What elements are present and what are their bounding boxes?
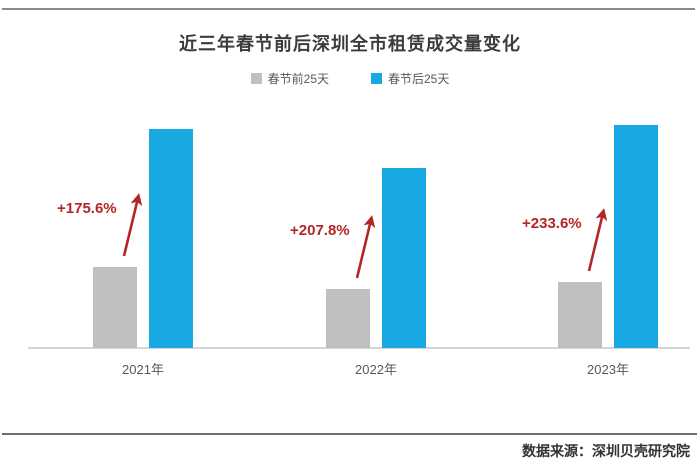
bar-2023-pre-festival [558,282,602,348]
bar-2021-pre-festival [93,267,137,348]
x-axis-line [28,347,690,349]
legend: 春节前25天 春节后25天 [0,70,700,87]
category-label-2023: 2023年 [587,362,629,377]
legend-label-pre-festival: 春节前25天 [267,72,329,86]
top-divider [2,8,695,10]
legend-swatch-pre-festival-icon [250,73,262,84]
source-note: 数据来源：深圳贝壳研究院 [522,443,690,459]
bar-group-2023: +233.6% 2023年 [522,125,658,377]
growth-label-2023: +233.6% [522,215,582,232]
bar-2021-post-festival [149,129,193,348]
growth-annotation-2022: +207.8% [290,209,378,281]
growth-label-2021: +175.6% [57,200,117,217]
bottom-divider [2,433,697,435]
bar-2022-post-festival [382,168,426,348]
bar-2022-pre-festival [326,289,370,348]
category-label-2022: 2022年 [355,362,397,377]
growth-annotation-2021: +175.6% [57,187,145,259]
bar-group-2021: +175.6% 2021年 [57,129,193,377]
growth-arrow-icon [355,215,375,279]
legend-label-post-festival: 春节后25天 [388,72,450,86]
growth-arrow-icon [587,208,607,272]
growth-arrow-icon [122,193,142,257]
chart-title: 近三年春节前后深圳全市租赁成交量变化 [179,34,521,54]
growth-annotation-2023: +233.6% [522,202,610,274]
legend-item-post-festival: 春节后25天 [371,70,449,87]
bar-2023-post-festival [614,125,658,348]
category-label-2021: 2021年 [122,362,164,377]
growth-label-2022: +207.8% [290,222,350,239]
legend-swatch-post-festival-icon [371,73,382,84]
bar-group-2022: +207.8% 2022年 [290,168,426,377]
legend-item-pre-festival: 春节前25天 [250,70,329,87]
